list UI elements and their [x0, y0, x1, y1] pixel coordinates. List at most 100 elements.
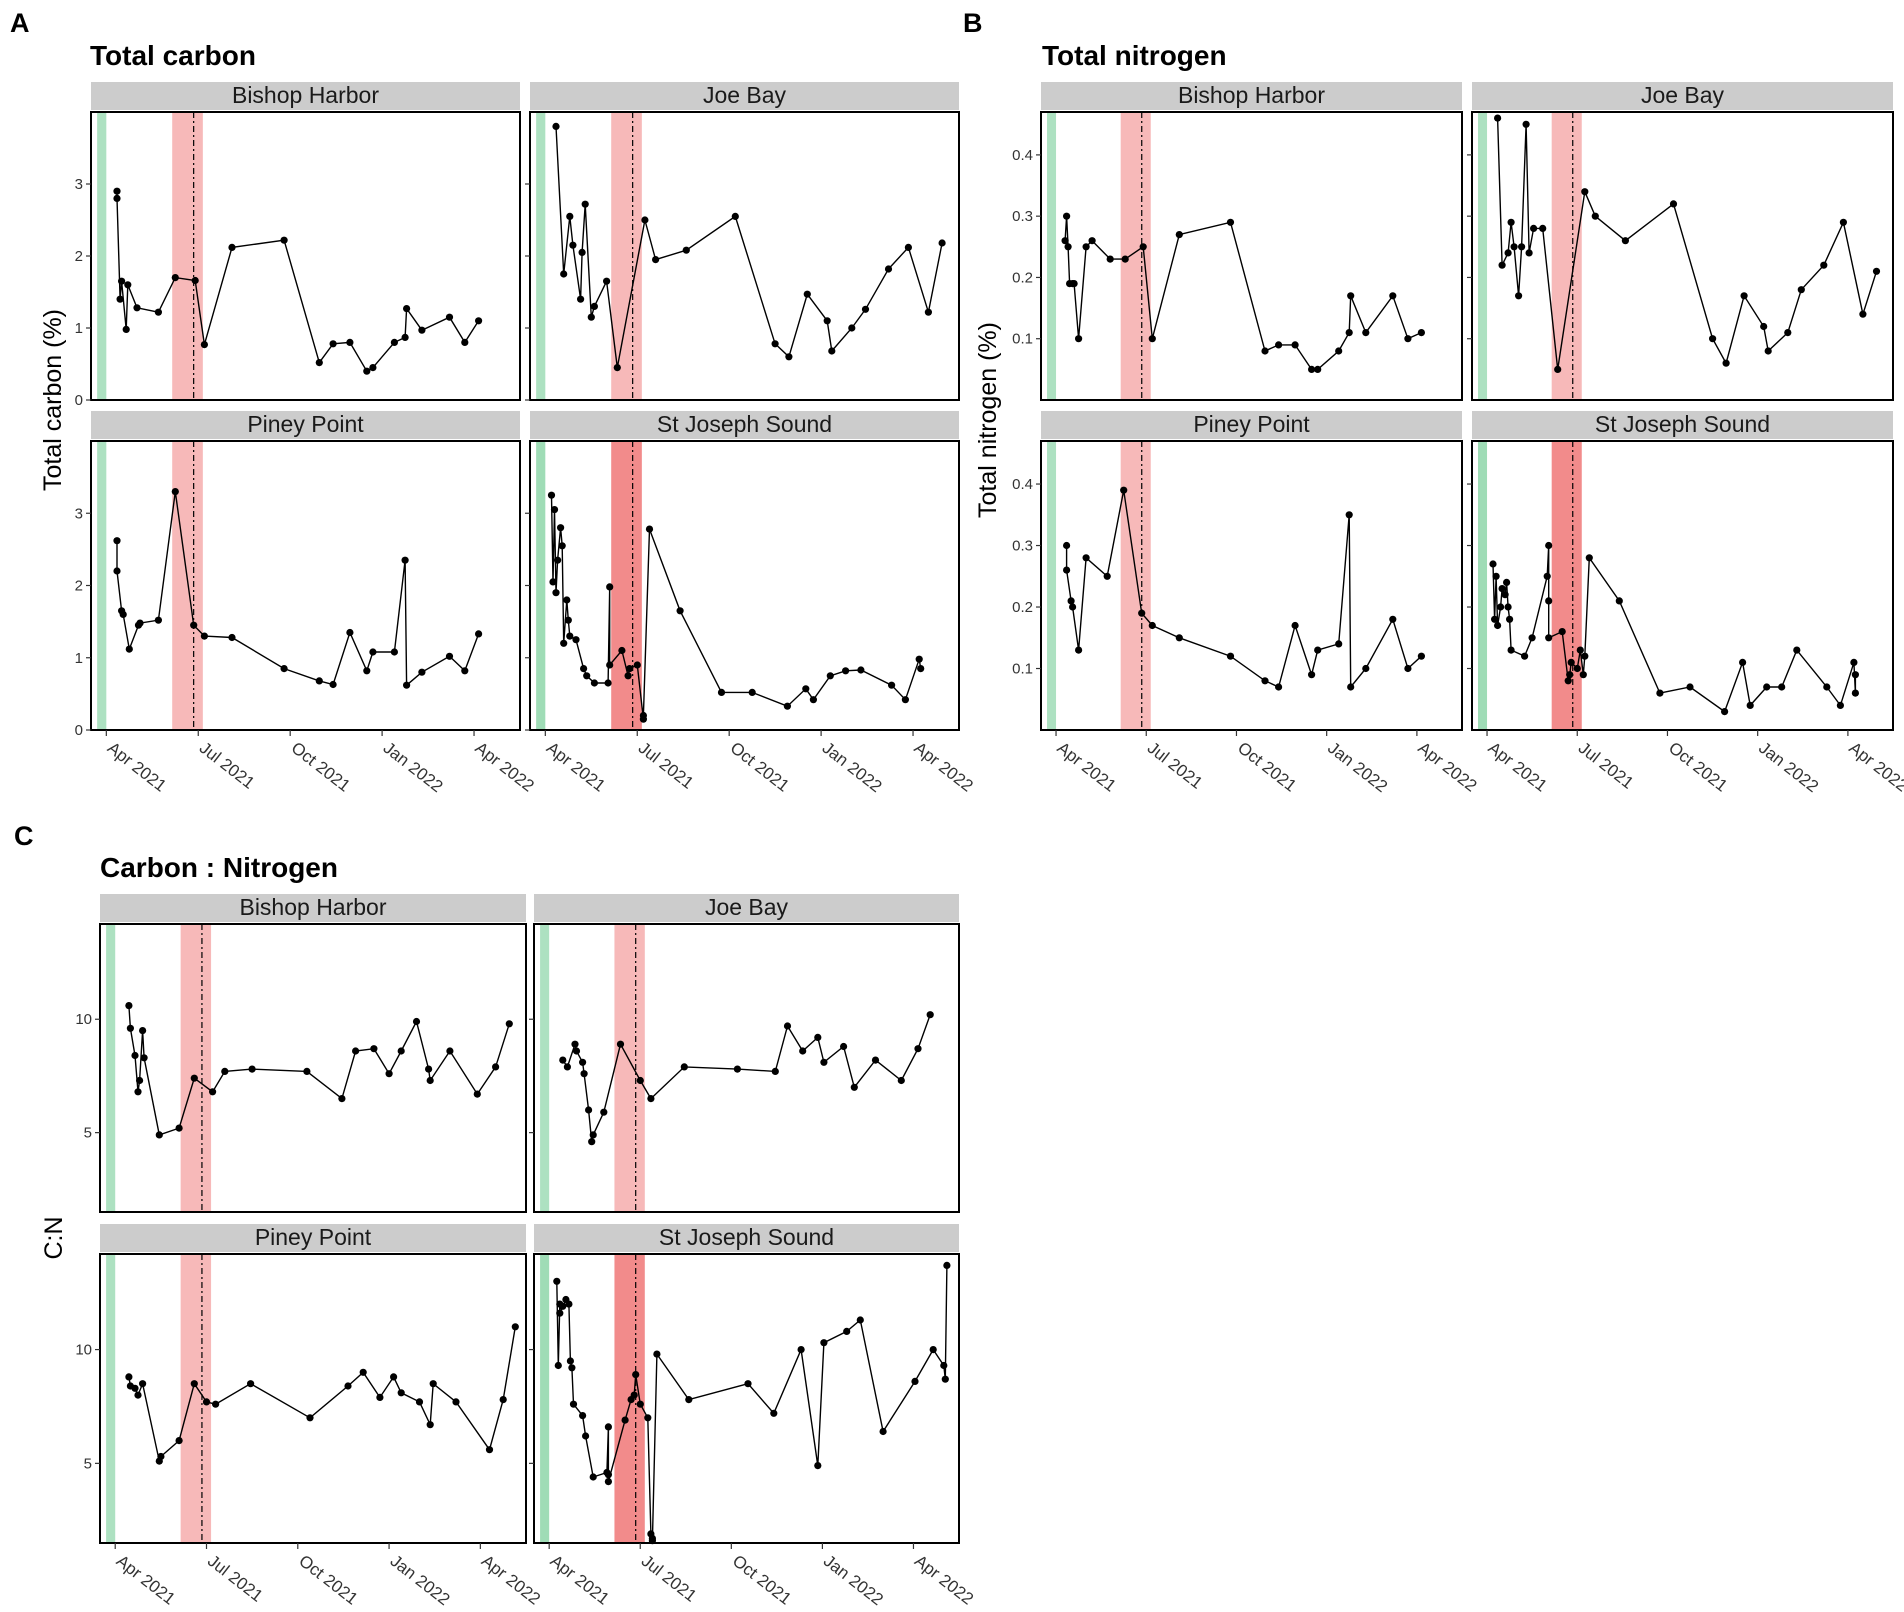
panel-c-piney-point-point-20: [429, 1380, 437, 1388]
panel-c-joe-bay-strip: [534, 894, 959, 922]
panel-b-st-joseph-sound-point-0: [1489, 560, 1497, 568]
panel-c-st-joseph-sound-point-21: [636, 1400, 644, 1408]
panel-b-st-joseph-sound-point-7: [1503, 578, 1511, 587]
panel-a-st-joseph-sound-point-34: [888, 681, 896, 689]
panel-b-bishop-harbor-point-10: [1121, 255, 1129, 263]
panel-c-st-joseph-sound-point-37: [929, 1346, 937, 1354]
panel-a-piney-point-red-band: [172, 441, 203, 730]
panel-c-piney-point-strip-label: Piney Point: [255, 1224, 372, 1250]
panel-a-bishop-harbor-point-0: [113, 187, 121, 195]
panel-c-bishop-harbor-point-23: [473, 1090, 481, 1098]
panel-a-joe-bay-point-0: [552, 122, 560, 130]
panel-b-st-joseph-sound-point-27: [1656, 689, 1664, 697]
panel-b-joe-bay-red-band: [1551, 112, 1582, 400]
panel-a-st-joseph-sound-point-26: [717, 688, 726, 697]
panel-b-joe-bay-point-18: [1740, 292, 1748, 300]
panel-b-st-joseph-sound-point-8: [1504, 603, 1512, 611]
panel-c-joe-bay-point-5: [580, 1070, 588, 1078]
panel-c-joe-bay-point-19: [820, 1058, 828, 1066]
panel-a-joe-bay-point-21: [861, 305, 870, 313]
panel-a-st-joseph-sound-point-20: [626, 665, 634, 673]
panel-c-bishop-harbor-point-0: [125, 1002, 133, 1010]
panel-a-bishop-harbor-point-10: [200, 341, 208, 349]
panel-b-st-joseph-sound-point-1: [1491, 615, 1499, 623]
panel-letter-a: A: [10, 8, 30, 38]
panel-c-piney-point-point-12: [306, 1414, 314, 1422]
panel-c-joe-bay-point-4: [579, 1058, 587, 1066]
panel-c-st-joseph-sound-point-39: [941, 1375, 949, 1383]
panel-c-piney-point-point-4: [139, 1380, 147, 1388]
panel-a-joe-bay-point-11: [641, 216, 649, 224]
panel-a-piney-point-point-16: [363, 667, 371, 675]
panel-c-st-joseph-sound-point-27: [685, 1396, 693, 1404]
panel-b-joe-bay-point-25: [1859, 310, 1867, 318]
panel-c-st-joseph-sound-point-1: [554, 1361, 562, 1370]
panel-c-st-joseph-sound-point-17: [621, 1416, 629, 1424]
panel-a-bishop-harbor-ytick-label-0: 0: [75, 392, 83, 409]
panel-a-bishop-harbor-point-1: [113, 194, 121, 202]
panel-b-bishop-harbor-point-11: [1139, 243, 1147, 251]
panel-c-bishop-harbor-point-7: [155, 1131, 163, 1139]
panel-a-joe-bay-strip-label: Joe Bay: [703, 82, 787, 108]
panel-c-bishop-harbor-strip: [100, 894, 526, 922]
panel-b-st-joseph-sound-strip-label: St Joseph Sound: [1595, 411, 1770, 437]
panel-a-st-joseph-sound-point-8: [563, 596, 571, 604]
panel-b-joe-bay-point-21: [1784, 329, 1792, 337]
panel-c-bishop-harbor-facet: Bishop Harbor 5 10: [75, 894, 527, 1213]
panel-a-st-joseph-sound-point-18: [618, 646, 626, 655]
panel-b-bishop-harbor-ytick-label-0: 0.1: [1012, 331, 1033, 348]
panel-c-joe-bay-facet: Joe Bay: [529, 894, 960, 1213]
panel-b-piney-point-point-5: [1082, 554, 1090, 562]
panel-b-joe-bay-point-3: [1507, 218, 1515, 226]
panel-b-st-joseph-sound-point-21: [1573, 664, 1581, 673]
panel-a-st-joseph-sound-point-19: [624, 672, 632, 680]
panel-a-st-joseph-sound-point-35: [901, 696, 910, 704]
panel-c-bishop-harbor-ytick-label-1: 10: [75, 1011, 92, 1028]
panel-b-bishop-harbor-point-20: [1335, 347, 1343, 355]
panel-c-joe-bay-frame: [533, 923, 960, 1213]
panel-b-joe-bay-point-7: [1522, 120, 1530, 128]
panel-a-st-joseph-sound-point-24: [645, 525, 654, 533]
panel-b-bishop-harbor-ytick-label-2: 0.3: [1012, 208, 1033, 225]
panel-c-joe-bay-strip-label: Joe Bay: [705, 894, 789, 920]
panel-c-joe-bay-point-6: [585, 1106, 593, 1114]
panel-c-st-joseph-sound-green-band: [540, 1254, 550, 1543]
panel-b-bishop-harbor-green-band: [1047, 112, 1057, 400]
panel-c-piney-point-point-2: [131, 1384, 139, 1392]
panel-b-piney-point-point-12: [1261, 677, 1269, 685]
panel-a-bishop-harbor-point-5: [124, 281, 132, 289]
panel-a-joe-bay-point-23: [904, 243, 913, 251]
panel-a-st-joseph-sound-point-16: [606, 583, 614, 591]
panel-b-bishop-harbor-point-8: [1088, 237, 1096, 245]
panel-a-st-joseph-sound-point-10: [566, 632, 574, 640]
panel-c-st-joseph-sound-point-10: [579, 1412, 587, 1420]
panel-c-piney-point-point-13: [344, 1382, 352, 1390]
panel-a-st-joseph-sound-point-4: [554, 556, 562, 564]
panel-a-bishop-harbor-point-9: [191, 276, 199, 285]
panel-c-piney-point-ytick-label-0: 5: [84, 1455, 92, 1472]
panel-a-piney-point-point-13: [315, 677, 323, 685]
panel-a-st-joseph-sound-point-29: [802, 685, 810, 693]
panel-b-st-joseph-sound-point-20: [1567, 658, 1575, 667]
panel-c-st-joseph-sound-point-34: [856, 1316, 864, 1324]
panel-b-joe-bay-strip-label: Joe Bay: [1641, 82, 1725, 108]
panel-c-st-joseph-sound-point-35: [879, 1427, 887, 1436]
panel-c-bishop-harbor-frame: [99, 923, 527, 1213]
panel-b-piney-point-ytick-label-0: 0.1: [1012, 661, 1033, 678]
panel-b-st-joseph-sound-point-23: [1579, 671, 1587, 679]
panel-b-bishop-harbor-point-13: [1175, 231, 1183, 239]
panel-b-st-joseph-sound-point-29: [1721, 708, 1729, 716]
panel-c-joe-bay-point-15: [771, 1067, 779, 1075]
panel-a-title: Total carbon: [90, 40, 256, 71]
panel-c-piney-point-point-0: [125, 1373, 133, 1381]
panel-b-bishop-harbor-ytick-label-1: 0.2: [1012, 269, 1033, 286]
panel-a-piney-point-point-6: [136, 619, 144, 627]
panel-b-st-joseph-sound-point-12: [1528, 634, 1536, 642]
panel-a-bishop-harbor-facet: Bishop Harbor 0 1 2 3: [75, 82, 521, 409]
panel-a-piney-point-ytick-label-0: 0: [75, 722, 83, 739]
panel-a-bishop-harbor-point-11: [228, 243, 236, 251]
panel-c-bishop-harbor-red-band: [180, 924, 212, 1212]
panel-b-st-joseph-sound-point-11: [1521, 652, 1529, 660]
panel-c-bishop-harbor-point-12: [248, 1065, 256, 1073]
